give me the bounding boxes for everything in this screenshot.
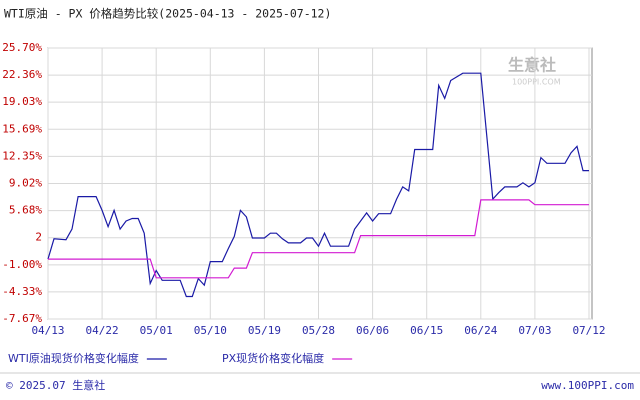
x-tick-label: 05/10 — [194, 324, 227, 337]
y-tick-label: 5.68% — [9, 204, 42, 217]
x-tick-label: 07/03 — [518, 324, 551, 337]
watermark-sub: 100PPI.COM — [512, 78, 561, 87]
y-tick-label: -4.33% — [2, 285, 42, 298]
series-line — [48, 199, 589, 279]
x-tick-label: 06/24 — [464, 324, 497, 337]
y-tick-label: 15.69% — [2, 122, 42, 135]
x-tick-label: 04/22 — [86, 324, 119, 337]
y-tick-label: 19.03% — [2, 95, 42, 108]
x-tick-label: 04/13 — [31, 324, 64, 337]
x-tick-label: 06/06 — [356, 324, 389, 337]
footer-right: www.100PPI.com — [541, 379, 634, 392]
watermark: 生意社 — [508, 56, 556, 75]
y-tick-label: 22.36% — [2, 68, 42, 81]
legend-label: WTI原油现货价格变化幅度 — [8, 351, 139, 365]
footer-left: © 2025.07 生意社 — [6, 378, 105, 392]
y-tick-label: 2 — [35, 231, 42, 244]
series-line — [47, 72, 589, 298]
legend-label: PX现货价格变化幅度 — [222, 351, 324, 365]
x-tick-label: 05/28 — [302, 324, 335, 337]
y-tick-label: -1.00% — [2, 258, 42, 271]
x-tick-label: 06/15 — [410, 324, 443, 337]
y-tick-label: -7.67% — [2, 312, 42, 325]
y-tick-label: 9.02% — [9, 176, 42, 189]
x-tick-label: 05/01 — [140, 324, 173, 337]
x-tick-label: 05/19 — [248, 324, 281, 337]
y-tick-label: 25.70% — [2, 41, 42, 54]
chart-title: WTI原油 - PX 价格趋势比较(2025-04-13 - 2025-07-1… — [4, 7, 331, 21]
x-tick-label: 07/12 — [572, 324, 605, 337]
y-tick-label: 12.35% — [2, 149, 42, 162]
